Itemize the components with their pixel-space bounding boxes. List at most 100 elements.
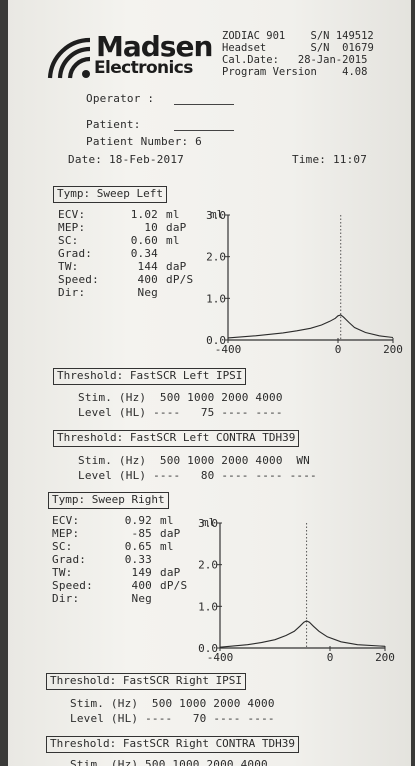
measure-value: 0.60 — [130, 234, 158, 247]
y-tick-label: 1.0 — [198, 600, 218, 613]
measure-value: 10 — [144, 221, 158, 234]
y-tick-label: 1.0 — [206, 292, 226, 305]
left-ipsi-level-row: Level (HL) ---- 75 ---- ---- — [78, 406, 283, 419]
left-chart-ylabel: ml — [210, 208, 223, 221]
left-measure-row: TW: 144 daP — [58, 260, 186, 273]
right-tymp-title: Tymp: Sweep Right — [48, 492, 169, 509]
brand-madsen: Madsen — [96, 30, 213, 63]
patient-line — [174, 130, 234, 131]
measure-value: 400 — [137, 273, 158, 286]
measure-unit: daP — [166, 221, 187, 234]
right-measure-row: MEP: -85 daP — [52, 527, 180, 540]
left-ipsi-title: Threshold: FastSCR Left IPSI — [53, 368, 247, 385]
tympanogram-curve — [219, 620, 386, 648]
right-measure-row: Speed: 400 dP/S — [52, 579, 187, 592]
measure-value: 144 — [137, 260, 158, 273]
measure-label: Dir: — [52, 592, 80, 605]
right-measure-row: SC: 0.65 ml — [52, 540, 174, 553]
left-measure-row: SC: 0.60 ml — [58, 234, 180, 247]
measure-label: TW: — [52, 566, 73, 579]
measure-unit: daP — [160, 566, 181, 579]
measure-value: 0.33 — [124, 553, 152, 566]
y-tick-label: 3.0 — [198, 517, 218, 530]
measure-unit: dP/S — [166, 273, 194, 286]
measure-unit: daP — [166, 260, 187, 273]
measure-value: 0.34 — [130, 247, 158, 260]
x-tick-label: 200 — [375, 651, 395, 664]
x-tick-label: -400 — [215, 343, 242, 356]
y-tick-label: 2.0 — [198, 559, 218, 572]
left-measure-row: Dir: Neg — [58, 286, 166, 299]
measure-label: Grad: — [58, 247, 93, 260]
measure-unit: daP — [160, 527, 181, 540]
header-program-line: Program Version 4.08 — [222, 66, 368, 78]
measure-value: 0.92 — [124, 514, 152, 527]
measure-value: 0.65 — [124, 540, 152, 553]
measure-unit: ml — [160, 540, 174, 553]
right-measure-row: TW: 149 daP — [52, 566, 180, 579]
measure-label: Grad: — [52, 553, 87, 566]
right-ipsi-title: Threshold: FastSCR Right IPSI — [46, 673, 247, 690]
measure-label: MEP: — [52, 527, 80, 540]
measure-unit — [152, 592, 160, 605]
measure-value: Neg — [137, 286, 158, 299]
measure-label: SC: — [58, 234, 79, 247]
right-measure-row: Grad: 0.33 — [52, 553, 160, 566]
x-tick-label: 0 — [327, 651, 334, 664]
y-tick-label: 0.0 — [206, 334, 226, 347]
measure-value: 1.02 — [130, 208, 158, 221]
x-tick-label: 200 — [383, 343, 403, 356]
measure-unit: ml — [166, 208, 180, 221]
measure-label: ECV: — [52, 514, 80, 527]
left-measure-row: Grad: 0.34 — [58, 247, 166, 260]
left-contra-title: Threshold: FastSCR Left CONTRA TDH39 — [53, 430, 300, 447]
operator-label: Operator : — [86, 92, 155, 105]
measure-label: ECV: — [58, 208, 86, 221]
patient-number: Patient Number: 6 — [86, 135, 202, 148]
left-measure-row: ECV: 1.02 ml — [58, 208, 180, 221]
left-measure-row: MEP: 10 daP — [58, 221, 186, 234]
measure-label: TW: — [58, 260, 79, 273]
measure-unit: dP/S — [160, 579, 188, 592]
measure-label: Speed: — [58, 273, 99, 286]
tympanogram-curve — [227, 314, 394, 339]
measure-unit — [152, 553, 160, 566]
left-ipsi-stim-row: Stim. (Hz) 500 1000 2000 4000 — [78, 391, 283, 404]
measure-unit: ml — [160, 514, 174, 527]
right-measure-row: Dir: Neg — [52, 592, 160, 605]
measure-label: Speed: — [52, 579, 93, 592]
right-contra-stim-row: Stim. (Hz) 500 1000 2000 4000 — [70, 758, 268, 766]
y-tick-label: 0.0 — [198, 642, 218, 655]
operator-line — [174, 104, 234, 105]
left-contra-stim-row: Stim. (Hz) 500 1000 2000 4000 WN — [78, 454, 311, 467]
measure-label: SC: — [52, 540, 73, 553]
left-measure-row: Speed: 400 dP/S — [58, 273, 193, 286]
patient-label: Patient: — [86, 118, 141, 131]
right-contra-title: Threshold: FastSCR Right CONTRA TDH39 — [46, 736, 300, 753]
madsen-logo-icon — [47, 37, 91, 79]
right-chart-ylabel: ml — [202, 516, 215, 529]
right-tympanogram-chart: ml 0.0 1.0 2.0 3.0 -400 0 200 — [198, 516, 395, 664]
measure-value: -85 — [131, 527, 152, 540]
x-tick-label: 0 — [335, 343, 342, 356]
y-tick-label: 3.0 — [206, 209, 226, 222]
right-ipsi-stim-row: Stim. (Hz) 500 1000 2000 4000 — [70, 697, 275, 710]
header-headset-line: Headset S/N 01679 — [222, 42, 374, 54]
measure-value: Neg — [131, 592, 152, 605]
printout-paper: Madsen Electronics ZODIAC 901 S/N 149512… — [8, 0, 411, 766]
left-tymp-title: Tymp: Sweep Left — [53, 186, 167, 203]
right-ipsi-level-row: Level (HL) ---- 70 ---- ---- — [70, 712, 275, 725]
measure-label: Dir: — [58, 286, 86, 299]
brand-electronics: Electronics — [94, 58, 193, 78]
measure-value: 149 — [131, 566, 152, 579]
measure-unit — [158, 247, 166, 260]
left-contra-level-row: Level (HL) ---- 80 ---- ---- ---- — [78, 469, 317, 482]
test-time: Time: 11:07 — [292, 153, 368, 166]
measure-unit: ml — [166, 234, 180, 247]
measure-unit — [158, 286, 166, 299]
header-cal-line: Cal.Date: 28-Jan-2015 — [222, 54, 368, 66]
x-tick-label: -400 — [207, 651, 234, 664]
measure-value: 400 — [131, 579, 152, 592]
test-date: Date: 18-Feb-2017 — [68, 153, 185, 166]
header-device-line: ZODIAC 901 S/N 149512 — [222, 30, 374, 42]
